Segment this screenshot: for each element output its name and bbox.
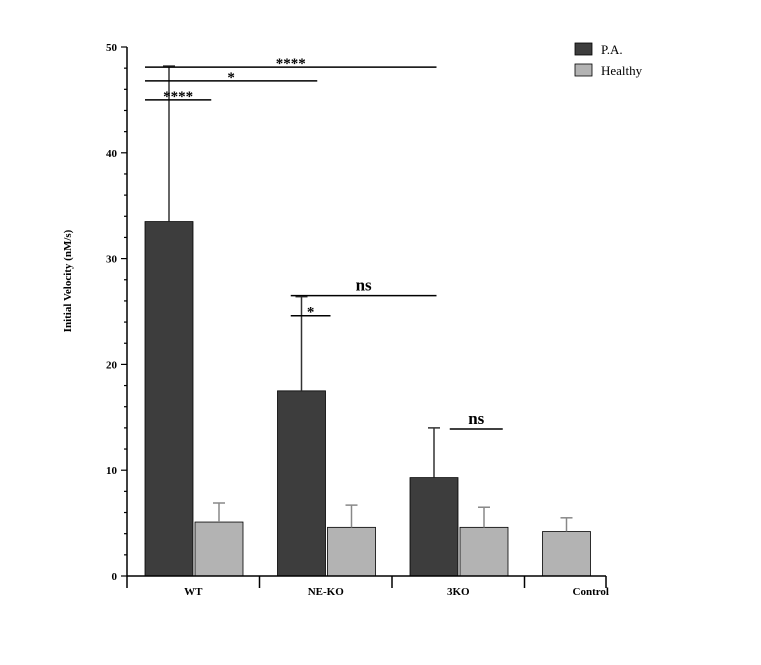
y-tick-label: 30 — [106, 254, 118, 266]
y-tick-label: 50 — [106, 42, 118, 54]
x-tick-label: WT — [184, 586, 203, 598]
bar-p-a--ne-ko — [277, 390, 326, 577]
bar-healthy-3ko — [459, 526, 509, 577]
significance-label: ns — [468, 409, 484, 428]
x-tick-label: NE-KO — [308, 586, 345, 598]
y-tick-label: 0 — [112, 571, 118, 583]
legend-swatch — [574, 42, 593, 56]
legend-label: Healthy — [601, 63, 643, 78]
y-tick-label: 10 — [106, 465, 118, 477]
legend-label: P.A. — [601, 42, 623, 57]
significance-label: * — [307, 305, 315, 321]
bar-p-a--3ko — [409, 477, 459, 577]
bar-p-a--wt — [144, 221, 194, 577]
x-tick-label: 3KO — [447, 586, 470, 598]
significance-label: ns — [356, 276, 372, 295]
bar-healthy-wt — [194, 521, 244, 577]
x-tick-label: Control — [573, 586, 609, 598]
y-tick-label: 40 — [106, 148, 118, 160]
significance-label: **** — [276, 56, 306, 72]
bar-healthy-ne-ko — [327, 526, 376, 577]
legend-swatch — [574, 63, 593, 77]
bar-healthy-control — [542, 531, 591, 577]
y-axis-label: Initial Velocity (nM/s) — [62, 229, 74, 332]
significance-label: **** — [163, 89, 193, 105]
y-tick-label: 20 — [106, 359, 118, 371]
significance-label: * — [227, 70, 235, 86]
